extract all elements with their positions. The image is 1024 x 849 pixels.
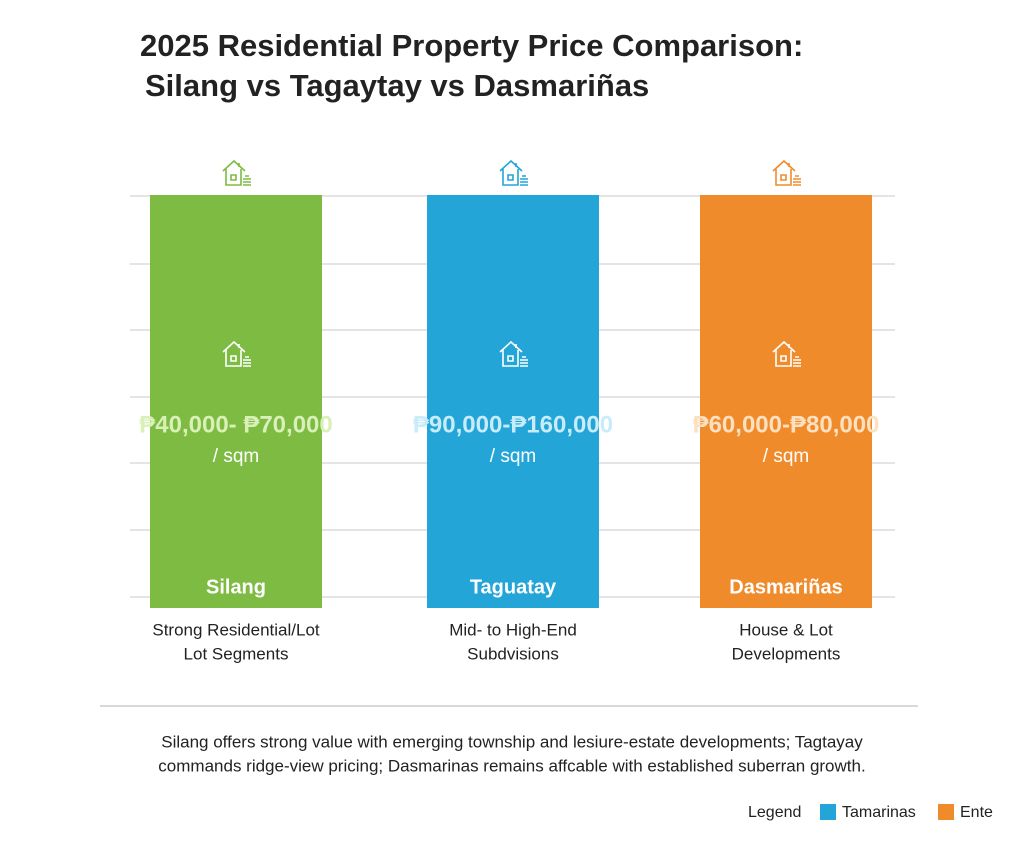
- description: Developments: [732, 644, 841, 663]
- description: Subdvisions: [467, 644, 559, 663]
- price: ₱40,000- ₱70,000: [139, 411, 333, 438]
- house-icon: [772, 340, 801, 367]
- price: ₱90,000-₱160,000: [413, 411, 613, 438]
- legend-swatch: [820, 804, 836, 820]
- house-lines: [793, 175, 801, 186]
- house-icon: [499, 340, 528, 367]
- unit: / sqm: [763, 446, 809, 467]
- legend-title: Legend: [748, 804, 801, 821]
- legend-swatch: [938, 804, 954, 820]
- title-line: Silang vs Tagaytay vs Dasmariñas: [145, 68, 649, 103]
- description: Lot Segments: [184, 644, 289, 663]
- description: House & Lot: [739, 620, 833, 639]
- legend-label: Ente: [960, 804, 993, 821]
- bar: [427, 195, 599, 608]
- unit: / sqm: [490, 446, 536, 467]
- price: ₱60,000-₱80,000: [693, 411, 880, 438]
- description: Strong Residential/Lot: [152, 620, 320, 639]
- footnote: Silang offers strong value with emerging…: [161, 732, 863, 751]
- house-shape: [222, 340, 246, 367]
- house-lines: [243, 175, 251, 186]
- legend: Tamarinas Ente: [820, 804, 993, 821]
- house-icon: [772, 159, 801, 186]
- house-shape: [499, 159, 523, 186]
- house-shape: [772, 340, 796, 367]
- bar-name: Dasmariñas: [729, 576, 842, 598]
- unit: / sqm: [213, 446, 259, 467]
- house-shape: [772, 159, 796, 186]
- house-lines: [243, 356, 251, 367]
- house-icon: [499, 159, 528, 186]
- columns: ₱40,000- ₱70,000 / sqm Silang Strong Reside…: [139, 159, 880, 663]
- house-icon: [222, 340, 251, 367]
- house-shape: [222, 159, 246, 186]
- house-shape: [499, 340, 523, 367]
- footnote: commands ridge-view pricing; Dasmarinas …: [158, 756, 865, 775]
- bar-name: Taguatay: [470, 576, 557, 598]
- house-lines: [520, 356, 528, 367]
- legend-label: Tamarinas: [842, 804, 916, 821]
- description: Mid- to High-End: [449, 620, 577, 639]
- house-lines: [520, 175, 528, 186]
- bar-name: Silang: [206, 576, 266, 598]
- title-line: 2025 Residential Property Price Comparis…: [140, 28, 803, 63]
- bar: [700, 195, 872, 608]
- house-icon: [222, 159, 251, 186]
- house-lines: [793, 356, 801, 367]
- bar: [150, 195, 322, 608]
